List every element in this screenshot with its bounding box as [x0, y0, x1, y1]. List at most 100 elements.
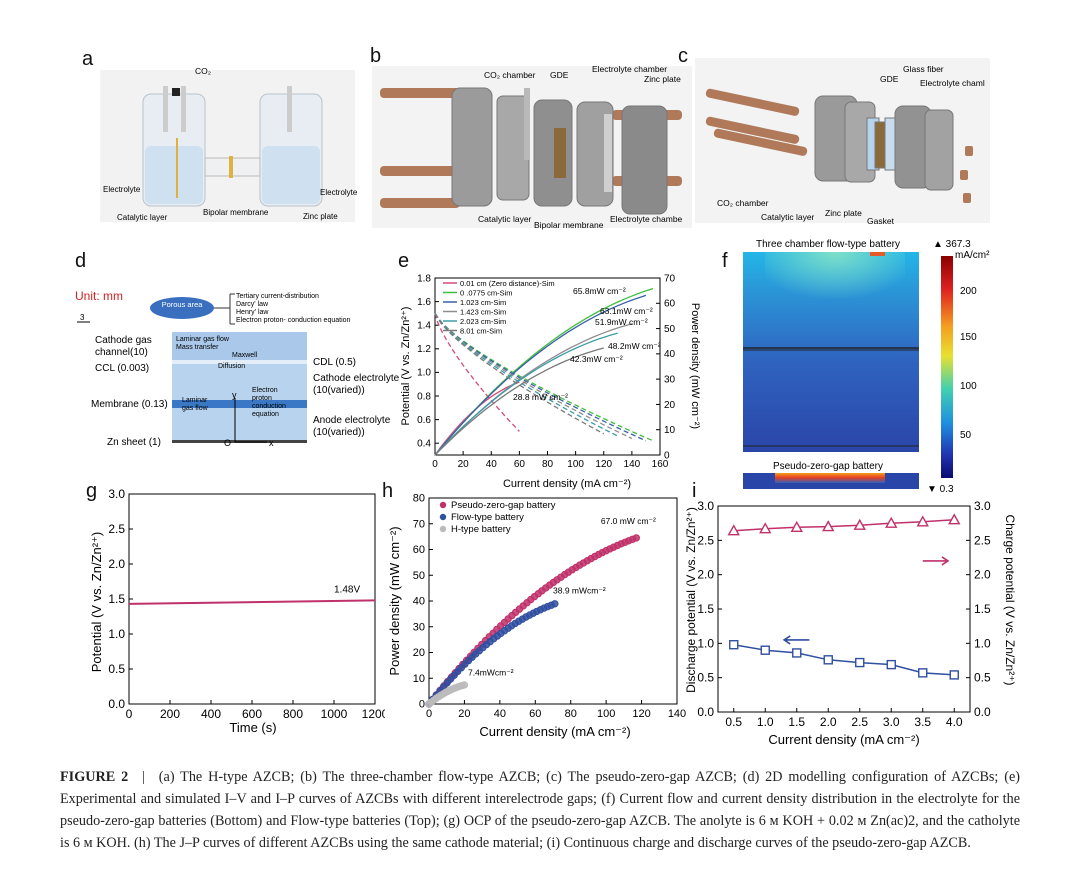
- e-ylabel: Potential (V vs. Zn/Zn²⁺): [400, 307, 412, 426]
- i-marker-discharge: [823, 655, 833, 665]
- i-marker-charge: [948, 513, 961, 525]
- h-xtick-label: 100: [597, 708, 615, 720]
- h-xlabel: Current density (mA cm⁻²): [479, 724, 630, 739]
- e-xtick-label: 60: [514, 459, 526, 470]
- h-legend-label-1: Flow-type battery: [451, 512, 524, 523]
- zinc-plate-label: Zinc plate: [825, 208, 862, 218]
- right-label-4: Anode electrolyte: [313, 415, 391, 426]
- h-legend-label-2: H-type battery: [451, 524, 511, 535]
- g-xtick-label: 600: [242, 707, 262, 721]
- i-ytick-label: 1.5: [697, 602, 714, 616]
- e-potential-curve-4: [434, 313, 619, 437]
- e-y2tick-label: 30: [664, 374, 676, 385]
- e-ytick-label: 1.8: [417, 273, 431, 284]
- e-potential-curve-0: [434, 313, 520, 432]
- i-ytick-label: 3.0: [697, 499, 714, 513]
- i-marker-discharge: [729, 640, 739, 650]
- panel-c-label: c: [678, 45, 688, 67]
- f-title-bottom: Pseudo-zero-gap battery: [773, 461, 883, 472]
- e-xtick-label: 160: [652, 459, 669, 470]
- h-xtick-label: 40: [494, 708, 506, 720]
- i-xtick-label: 2.0: [820, 715, 837, 729]
- h-point-1: [551, 600, 559, 608]
- equation-3: Henry' law: [236, 309, 269, 316]
- electrolyte-left-label: Electrolyte: [103, 185, 141, 194]
- chart-h: 0 20 40 60 80 100 120 140 0 10 20 30 40 50 60 70 80 Pseud…: [387, 493, 686, 739]
- f-min-label: ▼ 0.3: [927, 484, 954, 494]
- h-ytick-label: 10: [413, 673, 425, 685]
- i-marker-discharge: [760, 645, 770, 655]
- e-annotation-3: 48.2mW cm⁻²: [608, 341, 661, 351]
- h-ytick-label: 50: [413, 570, 425, 582]
- h-point-2: [460, 681, 469, 689]
- g-ocp-curve: [128, 599, 376, 605]
- e-xtick-label: 100: [567, 459, 584, 470]
- figure-caption: FIGURE 2 | (a) The H-type AZCB; (b) The …: [60, 766, 1020, 854]
- g-frame: [128, 493, 376, 705]
- g-annotation: 1.48V: [334, 584, 360, 595]
- e-annotation-2: 51.9mW cm⁻²: [595, 317, 648, 327]
- h-annotation-0: 67.0 mW cm⁻²: [601, 516, 656, 526]
- right-label-1: CDL (0.5): [313, 357, 356, 368]
- i-y2label: Charge potential (V vs. Zn/Zn²⁺): [1003, 514, 1017, 685]
- e-xlabel: Current density (mA cm⁻²): [503, 478, 631, 490]
- e-legend-label-2: 1.023 cm-Sim: [460, 298, 506, 307]
- e-potential-curve-3: [434, 313, 633, 440]
- i-ytick-label: 0.0: [697, 705, 714, 719]
- e-y2tick-label: 50: [664, 324, 676, 335]
- e-power-curve-4: [434, 332, 618, 456]
- i-marker-charge: [885, 516, 898, 528]
- e-power-curve-2: [434, 294, 647, 456]
- co2-label: CO₂: [195, 66, 211, 76]
- g-xtick-label: 400: [201, 707, 221, 721]
- i-discharge-arrow-icon: [782, 635, 810, 645]
- i-ytick-label: 2.5: [697, 533, 714, 547]
- h-ylabel: Power density (mW cm⁻²): [387, 526, 402, 675]
- h-ytick-label: 60: [413, 544, 425, 556]
- g-ytick-label: 3.0: [108, 487, 125, 501]
- panel-a-illustration: CO₂ Electrolyte Electrolyte Catalytic la…: [100, 66, 358, 222]
- f-unit-label: mA/cm²: [955, 250, 990, 261]
- i-frame: [717, 505, 971, 713]
- e-y2label: Power density (mW cm⁻²): [689, 303, 700, 429]
- g-ytick-label: 2.5: [108, 522, 125, 536]
- right-label-2: Cathode electrolyte: [313, 373, 400, 384]
- e-xtick-label: 0: [432, 459, 438, 470]
- i-marker-discharge: [918, 668, 928, 678]
- co2-inlet-icon: [172, 88, 180, 96]
- e-ytick-label: 1.0: [417, 368, 431, 379]
- f-max-label: ▲ 367.3: [933, 239, 971, 250]
- h-annotation-1: 38.9 mWcm⁻²: [553, 585, 606, 595]
- panel-c-illustration: GDE Glass fiber Electrolyte chaml CO₂ ch…: [695, 58, 990, 226]
- electrolyte-chamber-bottom-label: Electrolyte chambe: [610, 214, 683, 224]
- i-y2tick-label: 1.0: [974, 636, 991, 650]
- i-marker-charge: [822, 520, 835, 532]
- h-ytick-label: 80: [413, 493, 425, 505]
- e-xtick-label: 80: [542, 459, 554, 470]
- i-marker-charge: [853, 518, 866, 530]
- h-xtick-label: 140: [668, 708, 686, 720]
- axis-y-label: y: [232, 390, 237, 400]
- panel-e-label: e: [398, 250, 410, 272]
- laminar-top-2: Mass transfer: [176, 344, 219, 351]
- i-marker-discharge: [949, 670, 959, 680]
- bipolar-membrane-label: Bipolar membrane: [203, 208, 269, 217]
- e-annotation-4: 42.3mW cm⁻²: [570, 354, 623, 364]
- electron-3: conduction: [252, 403, 286, 410]
- unit-label: Unit: mm: [75, 289, 123, 303]
- e-ytick-label: 0.4: [417, 439, 431, 450]
- maxwell-2: Diffusion: [218, 363, 245, 370]
- e-y2tick-label: 0: [664, 450, 670, 461]
- h-legend-label-0: Pseudo-zero-gap battery: [451, 500, 556, 511]
- electron-1: Electron: [252, 387, 278, 394]
- chart-e: 0 20 40 60 80 100 120 140 1600.40.60.81.01.21.41…: [400, 273, 700, 490]
- gde-label: GDE: [550, 70, 569, 80]
- panel-d-label: d: [75, 250, 87, 272]
- i-xlabel: Current density (mA cm⁻²): [768, 732, 919, 747]
- electrolyte-right-label: Electrolyte: [320, 188, 358, 197]
- g-xlabel: Time (s): [229, 720, 276, 735]
- panel-f-label: f: [722, 250, 728, 272]
- i-y2tick-label: 2.0: [974, 568, 991, 582]
- i-y2tick-label: 0.5: [974, 671, 991, 685]
- caption-figure-number: FIGURE 2: [60, 769, 129, 785]
